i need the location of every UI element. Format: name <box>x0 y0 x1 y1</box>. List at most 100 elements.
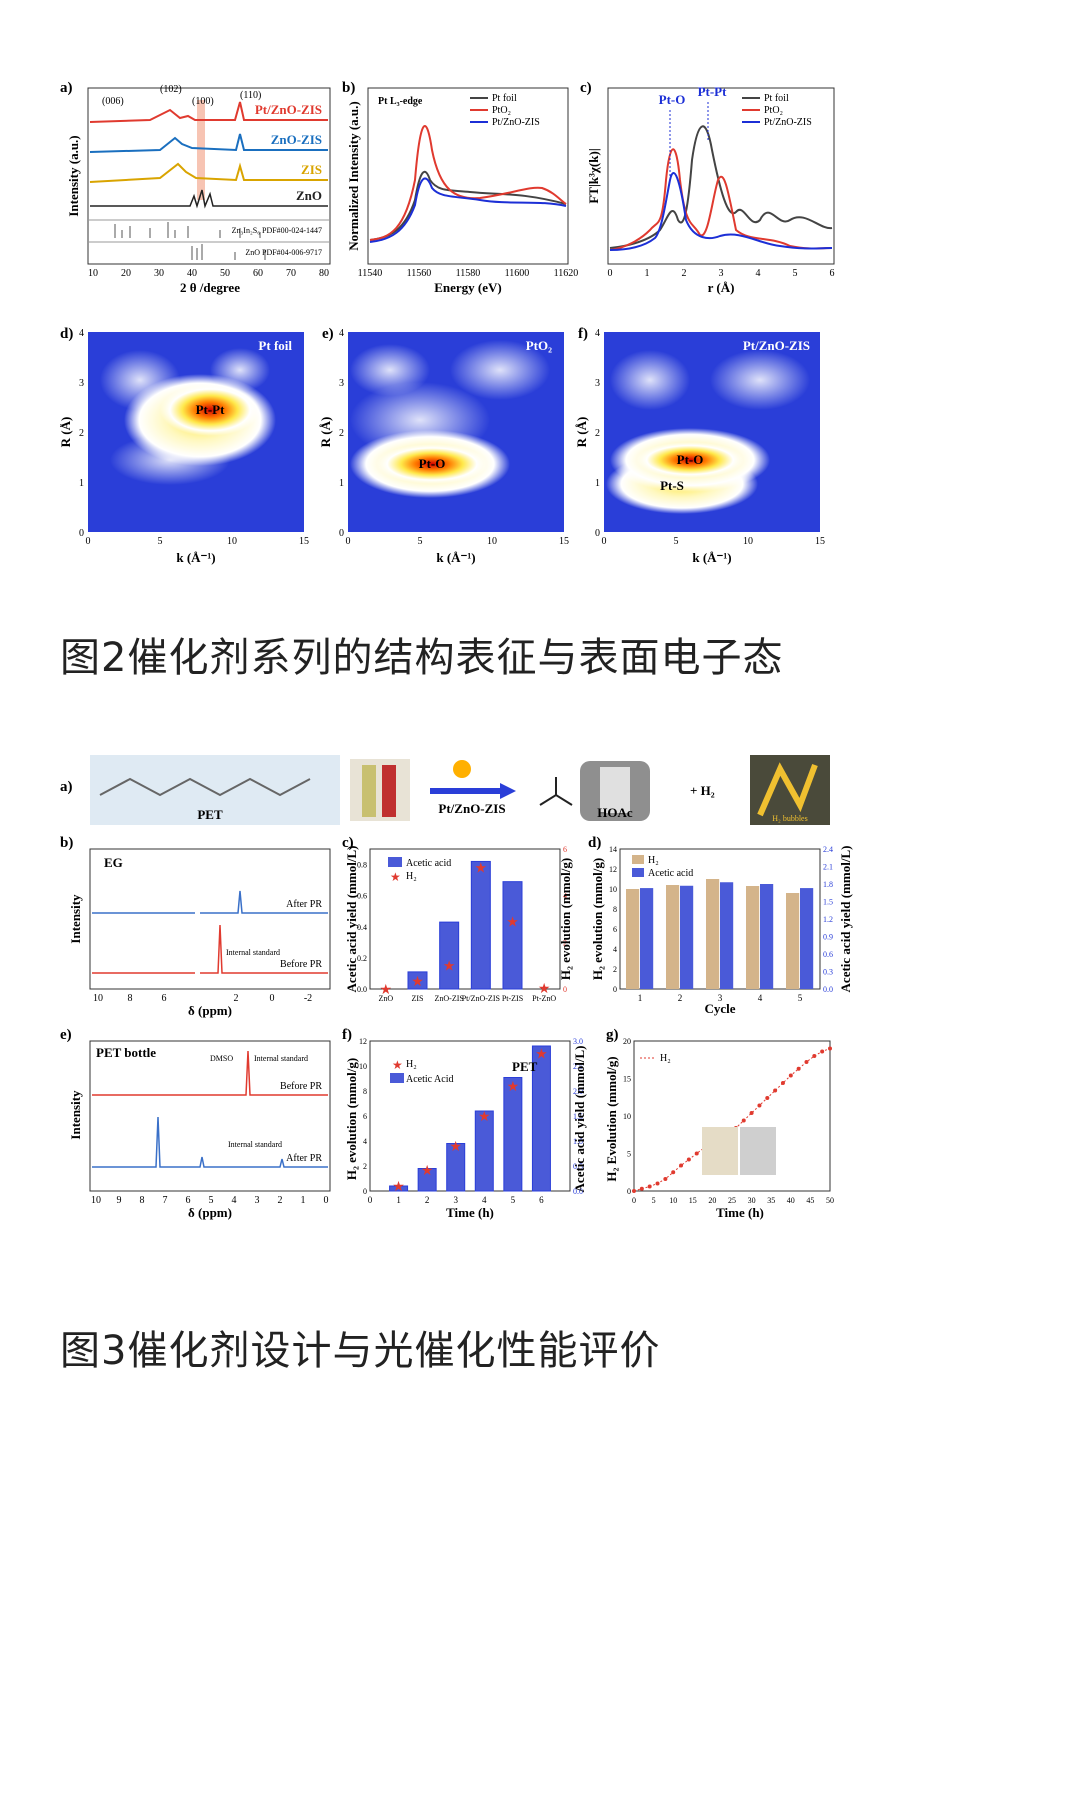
y-tick-right: 2.5 <box>573 1062 583 1071</box>
legend-swatch <box>388 857 402 867</box>
wt-spot-label: Pt-O <box>677 452 704 467</box>
y-tick: 4 <box>79 328 84 339</box>
y-axis-label: FT|k³χ(k)| <box>586 148 601 203</box>
point-h2 <box>741 1118 746 1123</box>
point-h2 <box>639 1186 644 1191</box>
legend-label: H₂ <box>406 871 417 882</box>
point-h2: ★ <box>411 975 424 990</box>
x-tick: 5 <box>798 993 803 1003</box>
bar-acetic-acid <box>474 1110 494 1192</box>
panel-label: b) <box>60 835 73 851</box>
y-tick: 2 <box>595 428 600 439</box>
trace-label: ZIS <box>301 162 322 177</box>
legend-swatch <box>390 1073 404 1083</box>
figure-3-caption: 图3催化剂设计与光催化性能评价 <box>60 1328 661 1374</box>
curve-pto2 <box>609 148 833 251</box>
y-tick: 1 <box>595 478 600 489</box>
bar-acetic-acid <box>503 1077 523 1192</box>
y-tick: 4 <box>363 1137 367 1146</box>
point-h2: ★ <box>535 1048 548 1063</box>
y-tick: 0.2 <box>357 954 367 963</box>
x-tick: 4 <box>232 1195 237 1206</box>
x-tick: 20 <box>708 1196 716 1205</box>
star-icon: ★ <box>392 1058 403 1072</box>
point-h2 <box>686 1157 691 1162</box>
x-tick: 15 <box>299 536 309 547</box>
figure-2: a) (006) (102) (100) (110) Pt/ZnO-ZIS Zn… <box>60 80 835 565</box>
x-axis-label: k (Å⁻¹) <box>692 550 731 565</box>
x-tick: ZnO-ZIS <box>435 994 464 1003</box>
x-tick: 8 <box>140 1195 145 1206</box>
panel-label: c) <box>580 80 592 96</box>
ref-label: Zn₃In₂S₆ PDF#00-024-1447 <box>232 226 322 235</box>
y-tick: 2 <box>363 1162 367 1171</box>
bar-h2 <box>746 886 760 989</box>
y-axis-label: R (Å) <box>318 417 333 448</box>
annotation: Pt-Pt <box>698 84 728 99</box>
y-tick: 0 <box>613 985 617 994</box>
panel-label: b) <box>342 80 355 96</box>
x-tick: 4 <box>758 993 763 1003</box>
x-tick: 25 <box>728 1196 736 1205</box>
y-axis-label-right: Acetic acid yield (mmol/L) <box>838 846 853 993</box>
bar-acetic-acid <box>417 1168 437 1192</box>
x-axis-label: δ (ppm) <box>188 1205 232 1220</box>
panel-3f: f) ★★★★★★0 1 2 3 4 5 60246810120.00.51.01.52.0… <box>342 1027 587 1220</box>
x-tick: 10 <box>93 993 103 1004</box>
y-tick: 8 <box>363 1087 367 1096</box>
y-axis-label-left: H₂ evolution (mmol/g) <box>344 1058 359 1180</box>
x-tick: 10 <box>669 1196 677 1205</box>
x-tick: 2 <box>278 1195 283 1206</box>
point-h2: ★ <box>506 915 519 930</box>
x-tick: 5 <box>158 536 163 547</box>
legend-label: Acetic acid <box>406 858 451 869</box>
y-tick-right: 4 <box>563 892 567 901</box>
x-tick: 0 <box>324 1195 329 1206</box>
x-tick: 5 <box>511 1195 516 1205</box>
x-tick: 6 <box>186 1195 191 1206</box>
curve-pt-zno-zis <box>369 177 567 243</box>
sun-icon <box>453 760 471 778</box>
x-tick: 0 <box>368 1195 373 1205</box>
x-tick: 3 <box>718 993 723 1003</box>
figure-3: a) PET Pt/ZnO-ZIS HOAc + H₂ H₂ bubbles b… <box>60 755 853 1220</box>
flake-photo <box>740 1127 776 1175</box>
y-tick-right: 3.0 <box>573 1037 583 1046</box>
y-tick: 3 <box>595 378 600 389</box>
y-axis-label-left: H₂ evolution (mmol/g) <box>590 858 605 980</box>
x-tick: 4 <box>482 1195 487 1205</box>
point-h2: ★ <box>449 1140 462 1155</box>
y-tick-right: 0.3 <box>823 968 833 977</box>
figure-2-caption: 图2催化剂系列的结构表征与表面电子态 <box>60 635 784 681</box>
x-tick: 11600 <box>505 268 530 279</box>
panel-title: PtO₂ <box>526 338 552 353</box>
x-tick: Pt-ZnO <box>532 994 556 1003</box>
legend-label: Pt/ZnO-ZIS <box>764 117 812 128</box>
x-tick: 30 <box>154 268 164 279</box>
x-tick: 11560 <box>407 268 432 279</box>
panel-label: f) <box>342 1027 352 1043</box>
star-icon: ★ <box>390 870 401 884</box>
panel-2b: b) Pt L₃-edge Pt foil PtO₂ Pt/ZnO-ZIS 11… <box>342 80 578 295</box>
wt-spot-label: Pt-S <box>660 478 684 493</box>
x-tick: 15 <box>815 536 825 547</box>
trace-label: ZnO <box>296 188 322 203</box>
bar-h2 <box>786 893 800 989</box>
point-h2 <box>780 1081 785 1085</box>
y-tick: 8 <box>613 905 617 914</box>
chart-3d: 1 2 3 4 5024681012140.00.30.60.91.21.51.82.1… <box>609 845 833 1003</box>
x-tick: 5 <box>674 536 679 547</box>
panel-label: a) <box>60 779 73 795</box>
y-tick: 10 <box>359 1062 367 1071</box>
x-tick: 15 <box>689 1196 697 1205</box>
panel-2c: c) Pt-O Pt-Pt Pt foil PtO₂ Pt/ZnO-ZIS 0 … <box>580 80 835 295</box>
x-tick: 5 <box>793 268 798 279</box>
x-tick: 0 <box>602 536 607 547</box>
annotation: Pt-O <box>659 92 686 107</box>
x-tick: 20 <box>121 268 131 279</box>
y-tick: 0 <box>627 1187 631 1196</box>
y-axis-label: Intensity <box>68 1090 83 1140</box>
x-tick: Pt-ZIS <box>502 994 523 1003</box>
y-tick: 0 <box>79 528 84 539</box>
trace-label: Before PR <box>280 1081 322 1092</box>
